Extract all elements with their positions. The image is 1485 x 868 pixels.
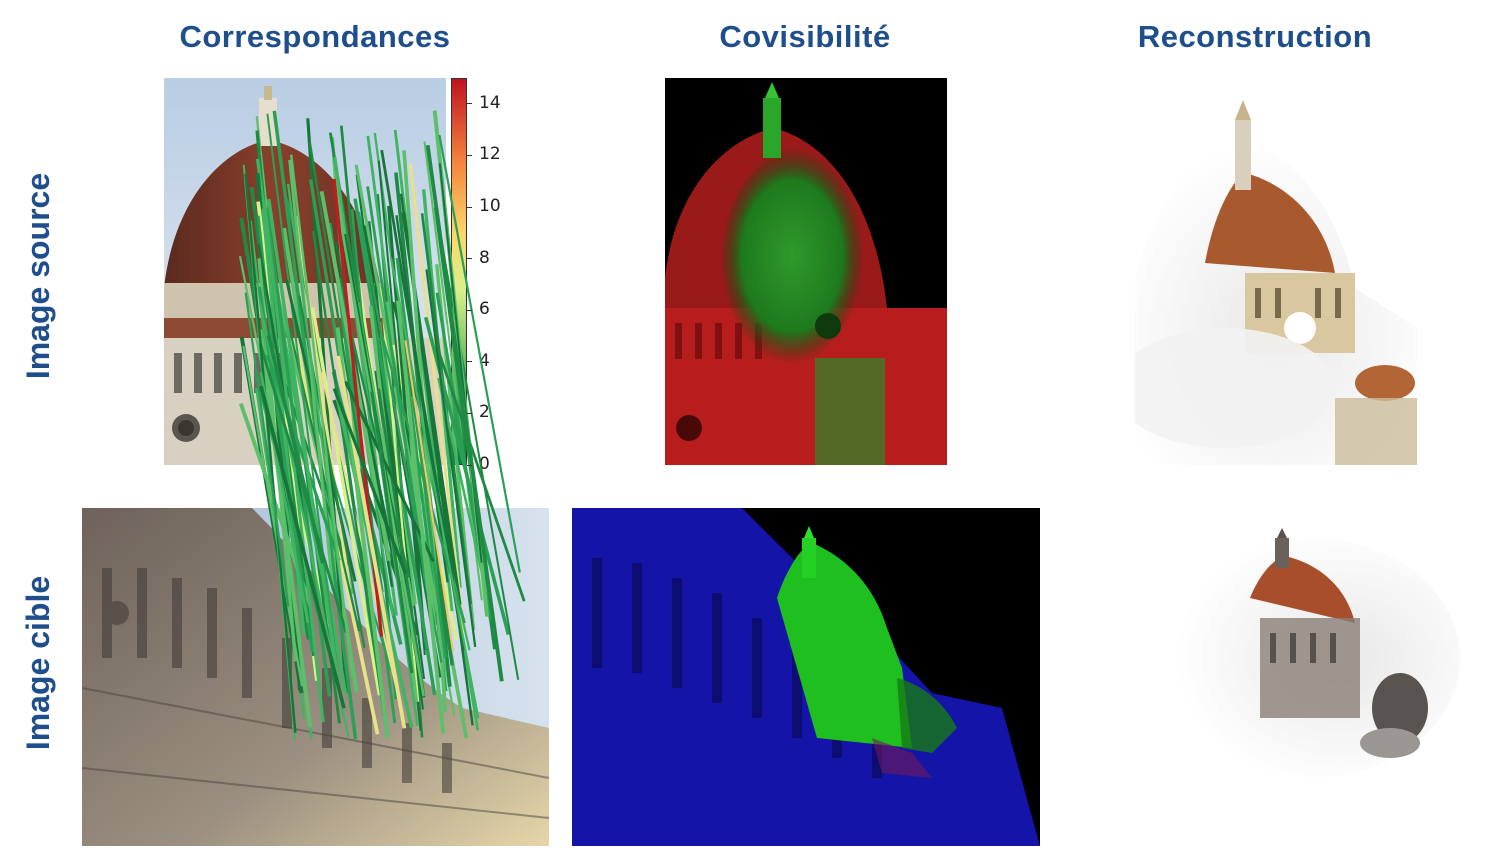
column-title-covisibility: Covisibilité [719, 19, 891, 54]
colorbar-tick-label: 8 [479, 247, 490, 268]
target-reconstruction-image [1060, 508, 1485, 846]
colorbar-tick-mark [467, 154, 472, 156]
target-covisibility-panel [572, 508, 1040, 846]
colorbar-tick-mark [467, 103, 472, 105]
row-title-target: Image cible [20, 575, 56, 751]
colorbar-tick-mark [467, 361, 472, 363]
colorbar-tick-mark [467, 206, 472, 208]
column-title-correspondences: Correspondances [179, 19, 451, 54]
colorbar-tick-label: 4 [479, 350, 490, 371]
colorbar-tick-label: 10 [479, 196, 501, 216]
source-reconstruction-panel [1135, 78, 1417, 465]
colorbar-tick-label: 2 [479, 402, 490, 423]
source-photo-image [164, 78, 446, 465]
colorbar-tick-mark [467, 309, 472, 311]
source-photo-panel [164, 78, 446, 465]
colorbar-tick-label: 14 [479, 92, 501, 113]
colorbar-tick-label: 6 [479, 299, 490, 320]
colorbar [451, 78, 467, 465]
target-covisibility-image [572, 508, 1040, 846]
colorbar-tick-mark [467, 412, 472, 414]
colorbar-tick-mark [467, 464, 472, 466]
colorbar-tick-label: 12 [479, 144, 501, 165]
source-covisibility-image [665, 78, 947, 465]
source-covisibility-panel [665, 78, 947, 465]
colorbar-tick-label: 0 [479, 454, 490, 474]
target-reconstruction-panel [1060, 508, 1485, 846]
target-photo-panel [82, 508, 549, 846]
row-title-source: Image source [20, 172, 56, 380]
colorbar-tick-mark [467, 258, 472, 260]
target-photo-image [82, 508, 549, 846]
source-reconstruction-image [1135, 78, 1417, 465]
column-title-reconstruction: Reconstruction [1137, 19, 1373, 54]
